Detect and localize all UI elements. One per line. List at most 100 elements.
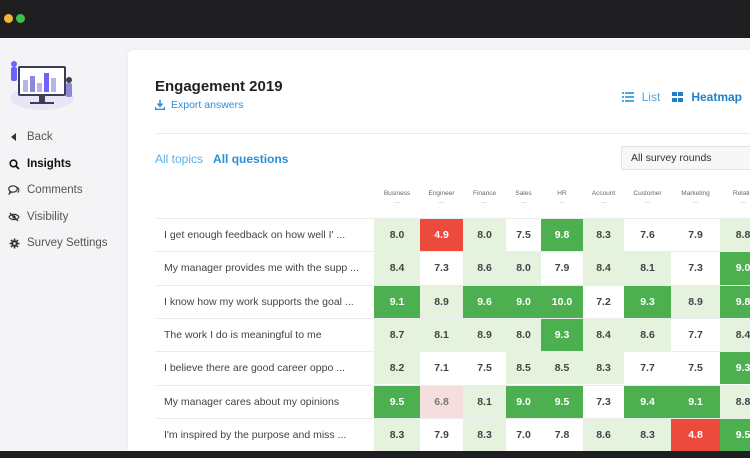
question-label[interactable]: The work I do is meaningful to me <box>164 328 322 341</box>
heatmap-cell[interactable]: 8.5 <box>541 352 583 385</box>
column-header-label: HR <box>557 190 567 197</box>
heatmap-cell[interactable]: 8.2 <box>374 352 420 385</box>
column-header[interactable]: Finance — <box>462 190 508 206</box>
heatmap-cell[interactable]: 7.9 <box>671 219 720 252</box>
heatmap-cell[interactable]: 8.9 <box>463 318 506 352</box>
sidebar: Back Insights Comments Visibility Survey… <box>0 38 128 451</box>
heatmap-cell[interactable]: 8.1 <box>624 252 671 285</box>
heatmap-cell[interactable]: 9.8 <box>541 219 583 252</box>
column-header[interactable]: Business — <box>374 190 420 206</box>
minimize-window-button[interactable] <box>4 14 13 23</box>
heatmap-cell[interactable]: 8.0 <box>506 318 541 352</box>
sidebar-item-insights[interactable]: Insights <box>6 155 71 173</box>
heatmap-cell[interactable]: 8.3 <box>624 418 671 451</box>
heatmap-cell[interactable]: 7.3 <box>671 252 720 285</box>
heatmap-cell[interactable]: 8.0 <box>374 219 420 252</box>
sidebar-item-back[interactable]: Back <box>6 128 53 146</box>
heatmap-cell[interactable]: 8.5 <box>506 352 541 385</box>
column-header[interactable]: HR — <box>539 190 585 206</box>
column-header-label: Account <box>591 190 616 197</box>
heatmap-cell[interactable]: 7.9 <box>420 418 463 451</box>
heatmap-cell[interactable]: 7.3 <box>583 385 624 418</box>
list-view-button[interactable]: List <box>621 90 660 104</box>
heatmap-cell[interactable]: 8.0 <box>506 252 541 285</box>
heatmap-cell[interactable]: 7.5 <box>671 352 720 385</box>
question-label[interactable]: My manager provides me with the supp ... <box>164 262 359 275</box>
heatmap-cell[interactable]: 9.1 <box>671 385 720 418</box>
heatmap-cell[interactable]: 9.3 <box>720 352 750 385</box>
heatmap-cell[interactable]: 9.5 <box>541 385 583 418</box>
column-header[interactable]: Customer — <box>625 190 671 206</box>
tab-all-questions[interactable]: All questions <box>213 152 289 166</box>
heatmap-cell[interactable]: 4.9 <box>420 219 463 252</box>
question-label[interactable]: I believe there are good career oppo ... <box>164 362 345 375</box>
heatmap-cell[interactable]: 9.0 <box>720 252 750 285</box>
heatmap-cell[interactable]: 8.9 <box>671 285 720 318</box>
tab-all-topics[interactable]: All topics <box>155 152 204 166</box>
survey-rounds-select[interactable]: All survey rounds <box>621 146 750 170</box>
heatmap-cell[interactable]: 8.6 <box>463 252 506 285</box>
heatmap-cell[interactable]: 7.6 <box>624 219 671 252</box>
heatmap-cell[interactable]: 8.8 <box>720 219 750 252</box>
heatmap-cell[interactable]: 9.3 <box>541 318 583 352</box>
heatmap-cell[interactable]: 8.4 <box>720 318 750 352</box>
column-header[interactable]: Relatio — <box>720 190 750 206</box>
heatmap-cell[interactable]: 7.3 <box>420 252 463 285</box>
heatmap-cell[interactable]: 8.1 <box>463 385 506 418</box>
heatmap-cell[interactable]: 8.8 <box>720 385 750 418</box>
sidebar-item-visibility[interactable]: Visibility <box>6 208 68 226</box>
column-header[interactable]: Account — <box>581 190 627 206</box>
question-label[interactable]: I know how my work supports the goal ... <box>164 295 354 308</box>
heatmap-cell[interactable]: 7.5 <box>463 352 506 385</box>
heatmap-cell[interactable]: 9.1 <box>374 285 420 318</box>
heatmap-cell[interactable]: 8.6 <box>583 418 624 451</box>
heatmap-cell[interactable]: 8.0 <box>463 219 506 252</box>
heatmap-cell[interactable]: 7.0 <box>506 418 541 451</box>
heatmap-cell[interactable]: 7.8 <box>541 418 583 451</box>
maximize-window-button[interactable] <box>16 14 25 23</box>
heatmap-cell[interactable]: 8.3 <box>374 418 420 451</box>
sidebar-item-label: Visibility <box>27 211 69 223</box>
heatmap-cell[interactable]: 7.9 <box>541 252 583 285</box>
heatmap-cell[interactable]: 9.8 <box>720 285 750 318</box>
heatmap-cell[interactable]: 7.2 <box>583 285 624 318</box>
header-divider <box>155 133 750 134</box>
column-header[interactable]: Engineer — <box>419 190 465 206</box>
heatmap-cell[interactable]: 6.8 <box>420 385 463 418</box>
heatmap-cell[interactable]: 9.4 <box>624 385 671 418</box>
heatmap-cell[interactable]: 8.3 <box>583 352 624 385</box>
heatmap-cell[interactable]: 8.1 <box>420 318 463 352</box>
heatmap-cell[interactable]: 9.6 <box>463 285 506 318</box>
heatmap-cell[interactable]: 9.5 <box>720 418 750 451</box>
sidebar-item-comments[interactable]: Comments <box>6 181 83 199</box>
export-answers-link[interactable]: Export answers <box>155 99 243 111</box>
heatmap-cell[interactable]: 9.5 <box>374 385 420 418</box>
heatmap-cell[interactable]: 8.4 <box>583 318 624 352</box>
heatmap-cell[interactable]: 4.8 <box>671 418 720 451</box>
heatmap-cell[interactable]: 7.7 <box>624 352 671 385</box>
column-header[interactable]: Marketing — <box>673 190 719 206</box>
question-label[interactable]: I get enough feedback on how well I' ... <box>164 229 346 241</box>
heatmap-view-button[interactable]: Heatmap <box>672 90 742 104</box>
heatmap-cell[interactable]: 7.7 <box>671 318 720 352</box>
heatmap-cell[interactable]: 8.6 <box>624 318 671 352</box>
question-label[interactable]: My manager cares about my opinions <box>164 395 340 408</box>
heatmap-cell[interactable]: 10.0 <box>541 285 583 318</box>
heatmap-cell[interactable]: 8.3 <box>583 219 624 252</box>
sidebar-item-survey-settings[interactable]: Survey Settings <box>6 234 108 252</box>
sidebar-item-label: Insights <box>27 158 72 170</box>
heatmap-cell[interactable]: 9.3 <box>624 285 671 318</box>
export-answers-label: Export answers <box>171 99 244 111</box>
column-header-label: Marketing <box>681 190 710 197</box>
column-header[interactable]: Sales — <box>501 190 547 206</box>
heatmap-cell[interactable]: 8.4 <box>583 252 624 285</box>
heatmap-cell[interactable]: 8.9 <box>420 285 463 318</box>
heatmap-cell[interactable]: 9.0 <box>506 285 541 318</box>
question-label[interactable]: I'm inspired by the purpose and miss ... <box>164 428 347 441</box>
heatmap-cell[interactable]: 7.5 <box>506 219 541 252</box>
heatmap-cell[interactable]: 8.4 <box>374 252 420 285</box>
heatmap-cell[interactable]: 8.3 <box>463 418 506 451</box>
heatmap-cell[interactable]: 8.7 <box>374 318 420 352</box>
heatmap-cell[interactable]: 7.1 <box>420 352 463 385</box>
heatmap-cell[interactable]: 9.0 <box>506 385 541 418</box>
